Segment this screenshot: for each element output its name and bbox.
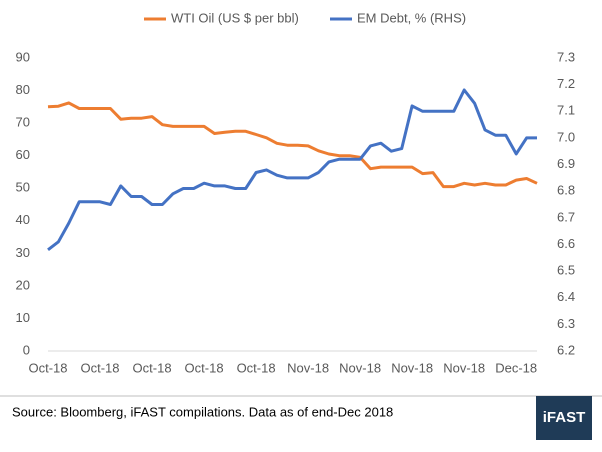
source-note: Source: Bloomberg, iFAST compilations. D…: [12, 404, 393, 419]
legend-label: EM Debt, % (RHS): [357, 10, 466, 25]
y-tick-label: 10: [16, 310, 30, 325]
y-tick-label: 0: [23, 342, 30, 357]
x-tick-label: Oct-18: [133, 360, 172, 375]
y2-tick-label: 6.9: [557, 156, 575, 171]
y2-tick-label: 6.7: [557, 209, 575, 224]
x-tick-label: Nov-18: [339, 360, 381, 375]
x-tick-label: Oct-18: [237, 360, 276, 375]
y-tick-label: 60: [16, 147, 30, 162]
x-tick-label: Nov-18: [391, 360, 433, 375]
y2-tick-label: 6.4: [557, 289, 575, 304]
y2-tick-label: 7.3: [557, 49, 575, 64]
y2-tick-label: 7.2: [557, 76, 575, 91]
x-tick-label: Nov-18: [287, 360, 329, 375]
y-tick-label: 80: [16, 82, 30, 97]
y-tick-label: 50: [16, 180, 30, 195]
x-tick-label: Dec-18: [495, 360, 537, 375]
y2-tick-label: 6.3: [557, 316, 575, 331]
y-tick-label: 20: [16, 277, 30, 292]
logo-box: [536, 396, 592, 440]
y2-tick-label: 6.8: [557, 183, 575, 198]
y-tick-label: 70: [16, 115, 30, 130]
legend-label: WTI Oil (US $ per bbl): [171, 10, 299, 25]
y-tick-label: 30: [16, 245, 30, 260]
x-tick-label: Nov-18: [443, 360, 485, 375]
x-tick-label: Oct-18: [28, 360, 67, 375]
y2-tick-label: 6.5: [557, 263, 575, 278]
y-tick-label: 90: [16, 49, 30, 64]
series-line: [47, 101, 538, 189]
y-tick-label: 40: [16, 212, 30, 227]
series-line: [47, 88, 537, 251]
logo: iFAST: [543, 409, 586, 426]
x-tick-label: Oct-18: [81, 360, 120, 375]
y2-tick-label: 6.2: [557, 342, 575, 357]
y2-tick-label: 7.0: [557, 129, 575, 144]
x-tick-label: Oct-18: [185, 360, 224, 375]
y2-tick-label: 7.1: [557, 103, 575, 118]
y2-tick-label: 6.6: [557, 236, 575, 251]
